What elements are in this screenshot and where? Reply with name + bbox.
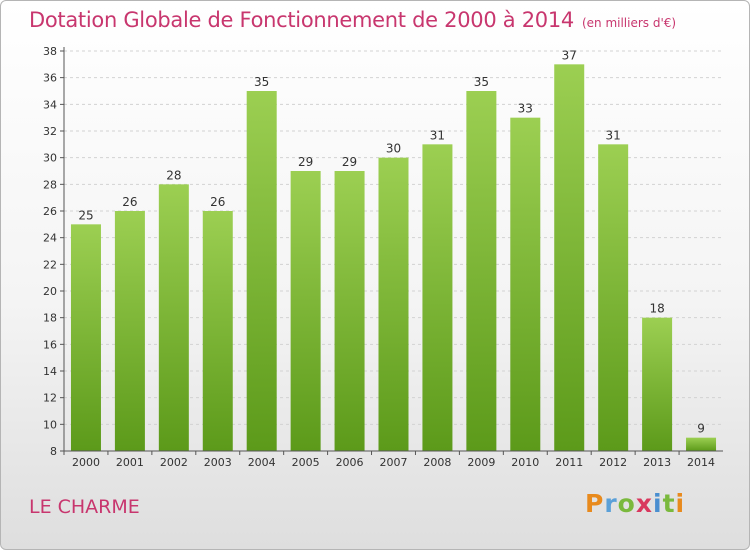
x-tick-label: 2013 — [643, 456, 671, 469]
x-tick-label: 2000 — [72, 456, 100, 469]
bar-value-label: 29 — [342, 155, 357, 169]
bar — [554, 64, 585, 452]
y-tick-label: 10 — [43, 418, 57, 431]
bar — [378, 157, 409, 451]
bar-value-label: 28 — [166, 168, 181, 182]
x-tick-label: 2007 — [380, 456, 408, 469]
y-tick-label: 26 — [43, 205, 57, 218]
chart-title-text: Dotation Globale de Fonctionnement de 20… — [29, 8, 574, 32]
x-tick-label: 2009 — [467, 456, 495, 469]
y-tick-label: 28 — [43, 178, 57, 191]
bar-value-label: 35 — [254, 75, 269, 89]
logo-letter: t — [662, 489, 676, 518]
y-tick-label: 16 — [43, 338, 57, 351]
bar-value-label: 18 — [649, 302, 664, 316]
x-tick-label: 2011 — [555, 456, 583, 469]
bar — [158, 184, 189, 452]
y-tick-label: 34 — [43, 98, 57, 111]
x-tick-label: 2004 — [248, 456, 276, 469]
y-tick-label: 36 — [43, 72, 57, 85]
y-tick-label: 14 — [43, 365, 57, 378]
x-tick-label: 2014 — [687, 456, 715, 469]
bar — [70, 224, 101, 451]
logo-letter: x — [635, 489, 653, 518]
place-name: LE CHARME — [29, 496, 140, 518]
bar — [466, 91, 497, 451]
y-tick-label: 8 — [50, 445, 57, 458]
x-tick-label: 2005 — [292, 456, 320, 469]
bar — [422, 144, 453, 452]
bar-value-label: 35 — [474, 75, 489, 89]
y-tick-label: 12 — [43, 392, 57, 405]
proxiti-logo: Proxiti — [585, 489, 685, 518]
x-tick-label: 2002 — [160, 456, 188, 469]
logo-letter: o — [617, 489, 636, 518]
logo-letter: P — [585, 489, 605, 518]
bar — [334, 171, 365, 451]
x-tick-label: 2008 — [423, 456, 451, 469]
logo-letter: r — [604, 489, 618, 518]
bar — [510, 117, 541, 452]
y-tick-label: 20 — [43, 285, 57, 298]
bar-value-label: 26 — [122, 195, 137, 209]
bar-value-label: 31 — [606, 128, 621, 142]
chart-title: Dotation Globale de Fonctionnement de 20… — [29, 8, 676, 32]
bar — [202, 211, 233, 451]
bar — [114, 211, 145, 451]
bar-value-label: 26 — [210, 195, 225, 209]
x-tick-label: 2003 — [204, 456, 232, 469]
y-tick-label: 38 — [43, 45, 57, 58]
bar-value-label: 30 — [386, 142, 401, 156]
bar-value-label: 9 — [697, 422, 705, 436]
bar-value-label: 31 — [430, 128, 445, 142]
bar-value-label: 37 — [562, 48, 577, 62]
bar-value-label: 29 — [298, 155, 313, 169]
bar — [686, 437, 717, 451]
bar-value-label: 25 — [78, 208, 93, 222]
bar — [598, 144, 629, 452]
logo-letter: i — [653, 489, 663, 518]
x-tick-label: 2010 — [511, 456, 539, 469]
x-tick-label: 2006 — [336, 456, 364, 469]
y-tick-label: 24 — [43, 232, 57, 245]
x-tick-label: 2001 — [116, 456, 144, 469]
bar — [290, 171, 321, 451]
y-tick-label: 22 — [43, 258, 57, 271]
x-tick-label: 2012 — [599, 456, 627, 469]
y-tick-label: 30 — [43, 152, 57, 165]
bar — [642, 317, 673, 451]
y-tick-label: 18 — [43, 312, 57, 325]
y-tick-label: 32 — [43, 125, 57, 138]
logo-letter: i — [675, 489, 686, 518]
chart-unit-label: (en milliers d'€) — [581, 16, 677, 30]
bar-value-label: 33 — [518, 102, 533, 116]
bar — [246, 91, 277, 451]
